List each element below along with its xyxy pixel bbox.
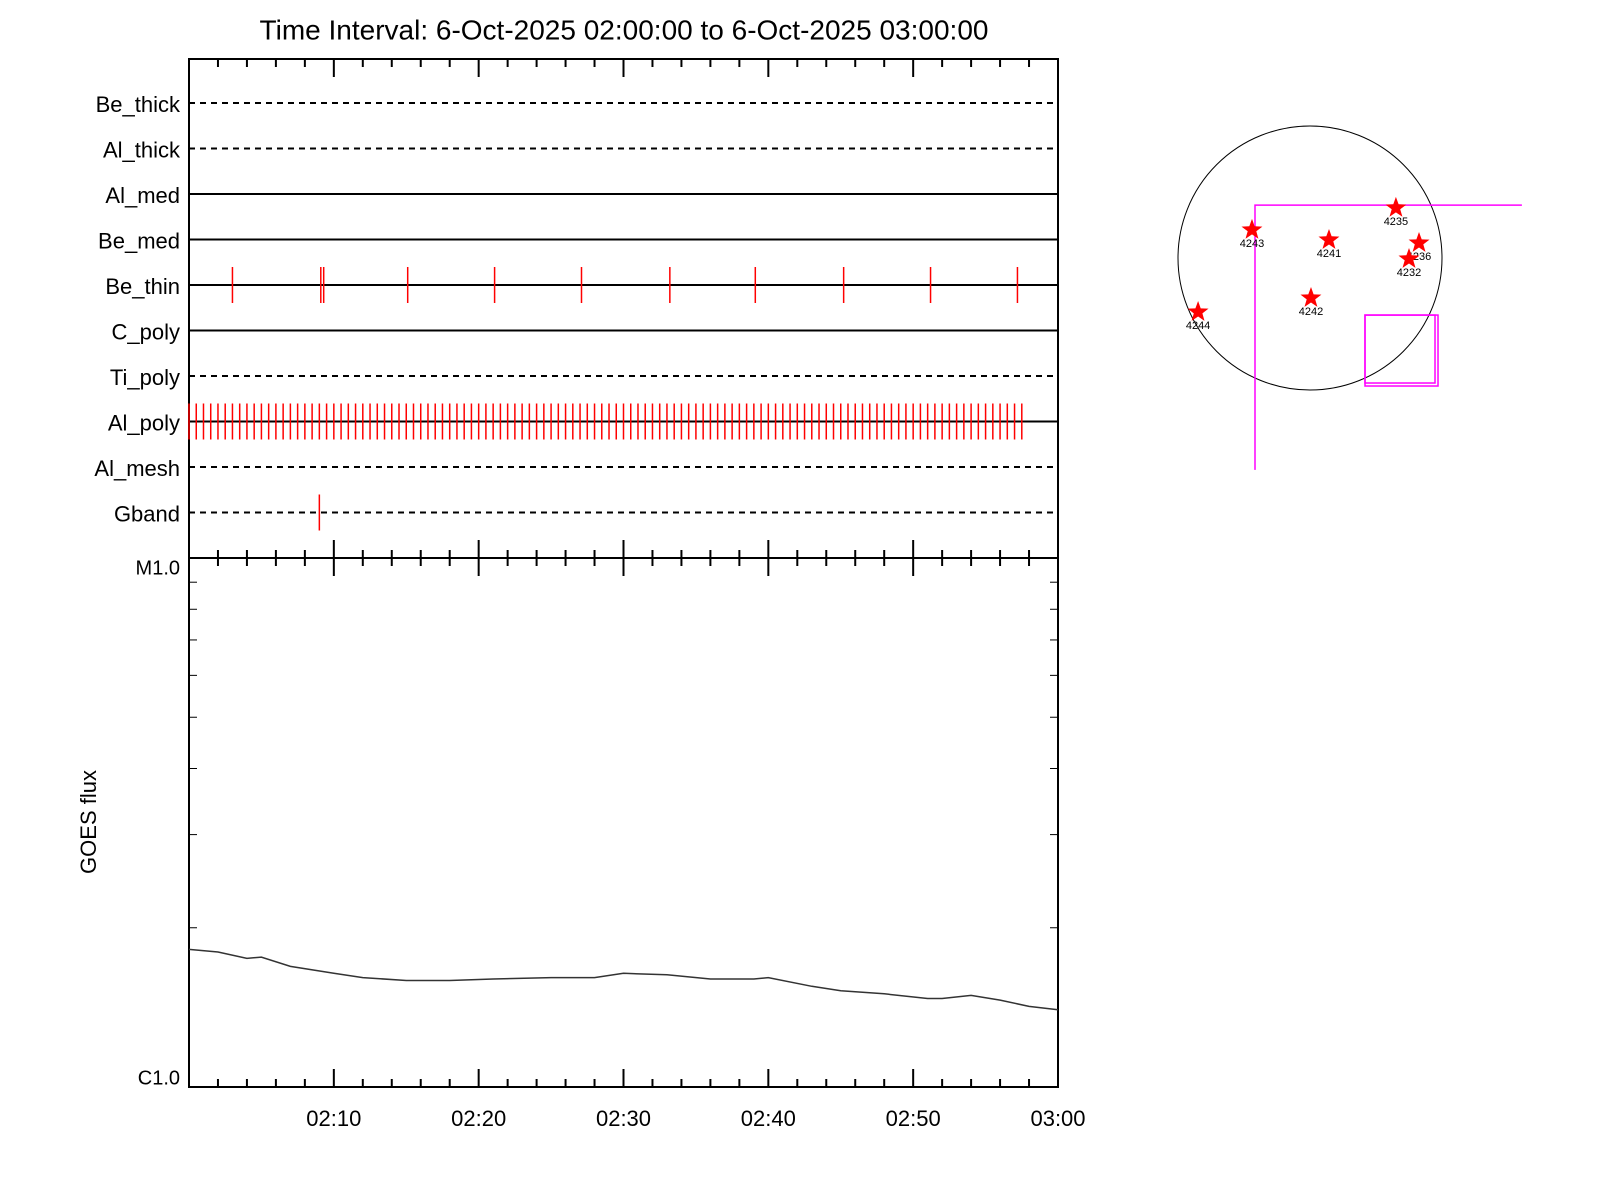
row-label: Gband (114, 501, 180, 526)
x-tick-label: 02:40 (741, 1106, 796, 1131)
x-tick-label: 02:50 (886, 1106, 941, 1131)
row-label: Be_thick (96, 92, 181, 117)
row-label: C_poly (112, 319, 180, 344)
active-region (1241, 218, 1263, 239)
active-region-label: 4243 (1240, 238, 1264, 250)
flux-line (188, 948, 1059, 1011)
active-region (1187, 301, 1209, 321)
y-axis-label: GOES flux (76, 770, 101, 874)
row-label: Al_thick (103, 137, 181, 162)
y-tick-label: C1.0 (138, 1067, 180, 1089)
fov-box (1364, 314, 1436, 384)
x-tick-label: 02:30 (596, 1106, 651, 1131)
active-region (1300, 287, 1322, 307)
row-label: Al_med (105, 183, 180, 208)
fov-corner (1254, 204, 1522, 470)
active-region-label: 4241 (1317, 248, 1341, 260)
active-region (1318, 229, 1340, 249)
active-region-label: 4232 (1397, 267, 1421, 279)
fov-box (1364, 314, 1439, 387)
x-tick-label: 03:00 (1030, 1106, 1085, 1131)
active-region-label: 4244 (1186, 320, 1210, 332)
x-tick-label: 02:10 (306, 1106, 361, 1131)
solar-disk (1177, 125, 1443, 391)
active-region-label: 4235 (1384, 216, 1408, 228)
top-panel-frame (188, 58, 1059, 559)
x-tick-label: 02:20 (451, 1106, 506, 1131)
bottom-panel-frame (188, 557, 1059, 1088)
title: Time Interval: 6-Oct-2025 02:00:00 to 6-… (260, 14, 989, 45)
y-tick-label: M1.0 (136, 557, 180, 579)
row-label: Al_mesh (94, 456, 180, 481)
active-region (1385, 196, 1407, 217)
active-region-label: 4242 (1299, 306, 1323, 318)
active-region (1408, 232, 1430, 252)
row-label: Ti_poly (110, 365, 180, 390)
row-label: Al_poly (108, 410, 180, 435)
row-label: Be_thin (105, 274, 180, 299)
row-label: Be_med (98, 228, 180, 253)
active-region (1398, 248, 1420, 268)
